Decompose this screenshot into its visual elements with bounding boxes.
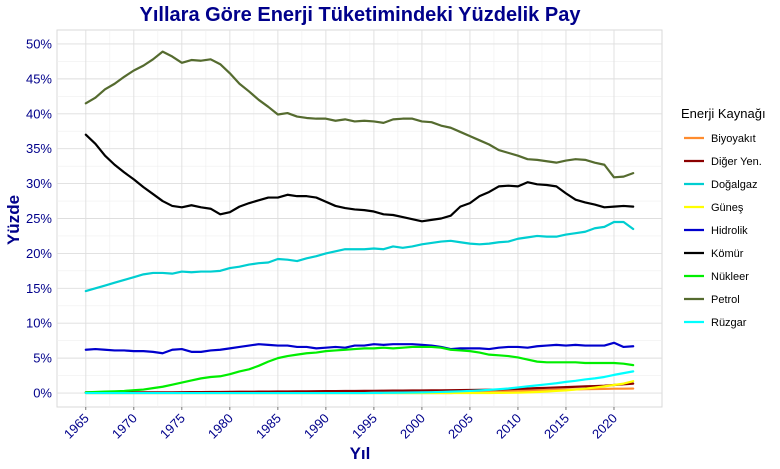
x-axis-title: Yıl bbox=[350, 444, 371, 463]
y-tick-label: 45% bbox=[26, 71, 52, 86]
legend-label: Rüzgar bbox=[711, 317, 747, 329]
legend-label: Nükleer bbox=[711, 271, 749, 283]
legend-label: Hidrolik bbox=[711, 225, 748, 237]
y-tick-label: 15% bbox=[26, 281, 52, 296]
chart-title: Yıllara Göre Enerji Tüketimindeki Yüzdel… bbox=[140, 4, 582, 26]
x-tick-label: 1970 bbox=[109, 411, 140, 442]
series-line-dogalgaz bbox=[84, 220, 635, 293]
y-tick-label: 0% bbox=[33, 386, 52, 401]
x-tick-label: 1990 bbox=[301, 411, 332, 442]
y-tick-label: 25% bbox=[26, 211, 52, 226]
legend: Enerji Kaynağı Biyoyakıt Diğer Yen. Doğalg… bbox=[681, 106, 766, 329]
x-tick-label: 2000 bbox=[397, 411, 428, 442]
x-tick-label: 2020 bbox=[589, 411, 620, 442]
series-line-nukleer bbox=[84, 345, 635, 394]
legend-label: Güneş bbox=[711, 202, 744, 214]
x-tick-label: 2015 bbox=[541, 411, 572, 442]
legend-label: Kömür bbox=[711, 248, 744, 260]
series-lines bbox=[84, 50, 635, 395]
y-tick-label: 40% bbox=[26, 106, 52, 121]
x-tick-label: 2010 bbox=[493, 411, 524, 442]
y-tick-label: 30% bbox=[26, 176, 52, 191]
y-tick-label: 10% bbox=[26, 316, 52, 331]
x-tick-label: 1975 bbox=[157, 411, 188, 442]
y-tick-label: 35% bbox=[26, 141, 52, 156]
legend-label: Biyoyakıt bbox=[711, 133, 756, 145]
x-tick-label: 1995 bbox=[349, 411, 380, 442]
y-tick-label: 20% bbox=[26, 246, 52, 261]
series-line-komur bbox=[84, 133, 635, 223]
y-tick-label: 50% bbox=[26, 36, 52, 51]
series-line-petrol bbox=[84, 50, 635, 179]
y-tick-labels: 0% 5% 10% 15% 20% 25% 30% 35% 40% 45% 50% bbox=[26, 36, 52, 400]
y-axis-title: Yüzde bbox=[4, 195, 23, 245]
y-tick-label: 5% bbox=[33, 351, 52, 366]
x-tick-labels: 1965 1970 1975 1980 1985 1990 1995 2000 2005 2010… bbox=[61, 407, 620, 442]
legend-label: Diğer Yen. bbox=[711, 156, 762, 168]
x-tick-label: 1965 bbox=[61, 411, 92, 442]
x-tick-label: 1980 bbox=[205, 411, 236, 442]
x-tick-label: 2005 bbox=[445, 411, 476, 442]
legend-title: Enerji Kaynağı bbox=[681, 106, 766, 121]
x-tick-label: 1985 bbox=[253, 411, 284, 442]
series-line-ruzgar bbox=[84, 370, 635, 395]
legend-label: Petrol bbox=[711, 294, 740, 306]
series-line-hidrolik bbox=[84, 341, 635, 355]
legend-items: Biyoyakıt Diğer Yen. Doğalgaz Güneş Hidrolik… bbox=[684, 133, 762, 329]
grid bbox=[56, 29, 663, 408]
legend-label: Doğalgaz bbox=[711, 179, 757, 191]
